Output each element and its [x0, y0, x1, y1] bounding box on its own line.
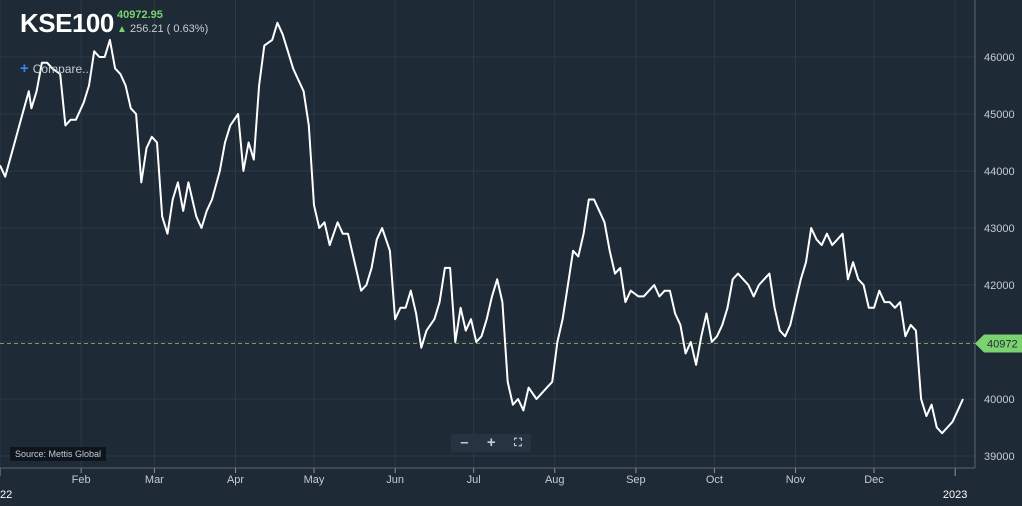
y-tick-label: 44000: [984, 166, 1015, 178]
source-badge: Source: Mettis Global: [10, 447, 107, 461]
x-tick-label: 2022: [0, 489, 12, 501]
x-tick-label: Dec: [864, 474, 884, 486]
x-tick-label: Aug: [545, 474, 565, 486]
zoom-out-button[interactable]: –: [460, 434, 469, 451]
x-tick-label: Jun: [386, 474, 404, 486]
x-tick-label: Sep: [626, 474, 646, 486]
x-tick-label: Mar: [145, 474, 164, 486]
last-value: 40972.95: [117, 9, 163, 21]
compare-label: Compare...: [32, 62, 93, 76]
x-tick-label: Feb: [72, 474, 91, 486]
gridlines: [0, 0, 975, 468]
current-value-label: 40972: [987, 339, 1018, 351]
y-tick-label: 40000: [984, 394, 1015, 406]
compare-button[interactable]: + Compare...: [20, 60, 92, 77]
fullscreen-icon[interactable]: ⛶: [514, 437, 522, 449]
series-line-0: [0, 21, 964, 435]
zoom-controls: – + ⛶: [451, 434, 531, 452]
current-value-badge: [975, 334, 1022, 353]
x-tick-label: Apr: [227, 474, 244, 486]
zoom-in-button[interactable]: +: [486, 434, 496, 451]
y-tick-label: 43000: [984, 223, 1015, 235]
y-tick-label: 42000: [984, 280, 1015, 292]
up-arrow-icon: ▲: [117, 24, 127, 35]
x-tick-label: May: [304, 474, 325, 486]
y-tick-label: 46000: [984, 52, 1015, 64]
y-tick-label: 39000: [984, 451, 1015, 463]
plus-icon: +: [20, 60, 29, 77]
change-text: 256.21 ( 0.63%): [129, 23, 209, 35]
chart-title-symbol: KSE100: [20, 8, 114, 38]
x-tick-label: 2023: [943, 489, 967, 501]
x-tick-label: Oct: [706, 474, 723, 486]
change-readout: ▲ 256.21 ( 0.63%): [117, 23, 208, 35]
x-tick-label: Jul: [467, 474, 481, 486]
y-tick-label: 45000: [984, 109, 1015, 121]
x-tick-label: Nov: [786, 474, 806, 486]
plot-area: [0, 21, 975, 435]
